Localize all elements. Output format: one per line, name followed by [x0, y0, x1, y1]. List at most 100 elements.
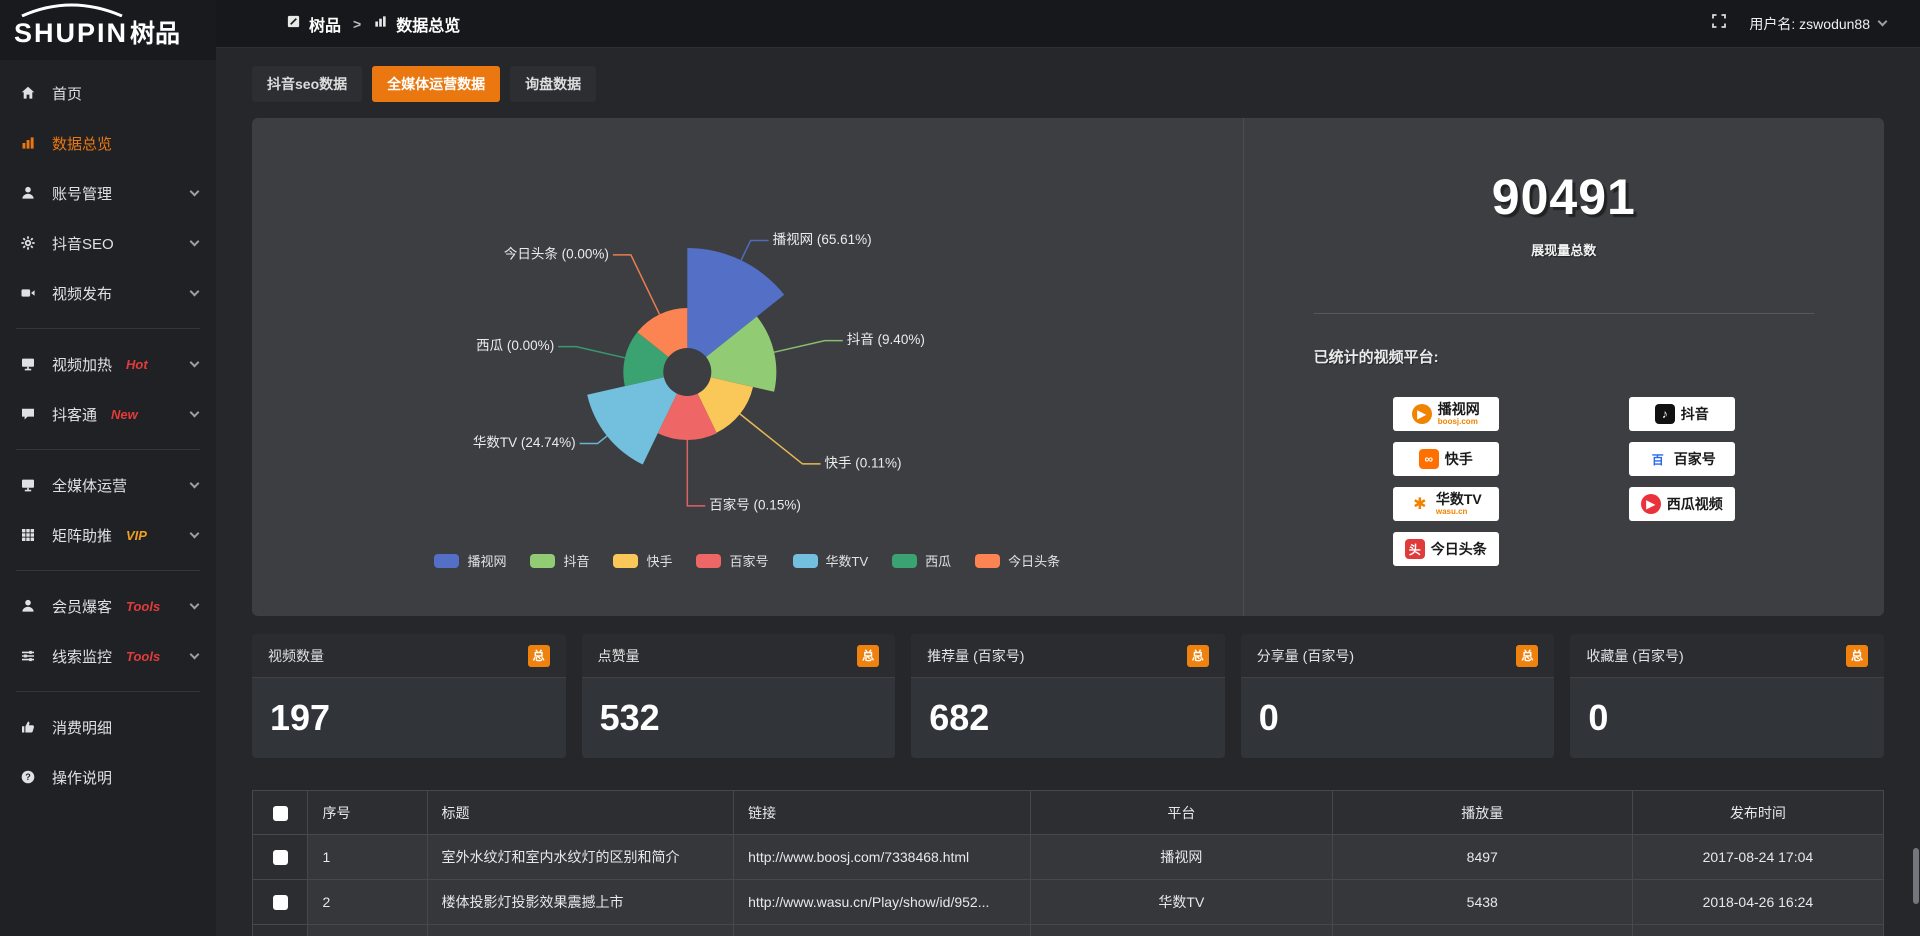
legend-swatch	[792, 553, 818, 568]
sidebar-item-account-manage[interactable]: 账号管理	[0, 168, 216, 218]
total-badge[interactable]: 总	[857, 644, 880, 667]
platform-badge-text: 百家号	[1673, 450, 1716, 467]
pie-slice-播视网[interactable]	[687, 248, 785, 357]
sidebar-item-lead-monitor[interactable]: 线索监控 Tools	[0, 631, 216, 681]
chevron-down-icon	[189, 407, 200, 417]
platform-badge-快手[interactable]: ∞ 快手	[1392, 442, 1499, 476]
pie-label-西瓜: 西瓜 (0.00%)	[476, 338, 554, 353]
pie-slice-华数TV[interactable]	[587, 377, 677, 465]
tab-omnimedia-data[interactable]: 全媒体运营数据	[372, 66, 501, 102]
breadcrumb-item-root[interactable]: 树品	[309, 17, 342, 35]
sidebar-item-data-overview[interactable]: 数据总览	[0, 118, 216, 168]
home-icon	[20, 85, 38, 101]
sidebar-item-consume-detail[interactable]: 消费明细	[0, 702, 216, 752]
chart-legend: 播视网 抖音 快手 百家号 华数TV 西瓜 今日头条	[252, 551, 1243, 570]
sidebar-item-home[interactable]: 首页	[0, 68, 216, 118]
select-all-checkbox[interactable]	[272, 805, 288, 821]
legend-item-百家号[interactable]: 百家号	[696, 551, 769, 570]
stat-card-5: 收藏量 (百家号) 总 0	[1570, 634, 1884, 758]
platform-badge-name: 播视网	[1437, 401, 1480, 418]
sidebar-divider	[16, 449, 200, 450]
cell-empty	[1631, 924, 1885, 936]
platform-badge-今日头条[interactable]: 头今日头条	[1392, 532, 1499, 566]
tab-inquiry-data[interactable]: 询盘数据	[510, 66, 597, 102]
chart-bars-icon	[373, 14, 388, 34]
username-label: 用户名: zswodun88	[1749, 15, 1870, 32]
chevron-down-icon	[189, 357, 200, 367]
sidebar-item-label: 抖客通	[52, 406, 98, 424]
legend-item-播视网[interactable]: 播视网	[434, 551, 506, 570]
sidebar-item-label: 视频发布	[52, 285, 113, 303]
pie-label-line-百家号	[686, 439, 706, 507]
legend-label: 华数TV	[825, 554, 869, 569]
app-logo[interactable]: SHUPIN树品	[0, 0, 216, 60]
chevron-down-icon	[189, 649, 200, 659]
sidebar-item-omni-media[interactable]: 全媒体运营	[0, 460, 216, 510]
pie-slice-快手[interactable]	[697, 377, 754, 433]
stat-card-header: 收藏量 (百家号) 总	[1570, 634, 1884, 678]
platform-badge-name: 百家号	[1673, 450, 1716, 467]
cell-plays: 8497	[1331, 834, 1633, 880]
scrollbar-thumb[interactable]	[1913, 848, 1919, 904]
legend-item-快手[interactable]: 快手	[613, 551, 672, 570]
gear-icon	[20, 235, 38, 251]
sidebar-item-tag: Hot	[126, 356, 148, 372]
platform-badge-抖音[interactable]: ♪ 抖音	[1628, 397, 1735, 431]
user-menu[interactable]: 用户名: zswodun88	[1749, 14, 1888, 34]
stat-card-4: 分享量 (百家号) 总 0	[1240, 634, 1555, 758]
rose-pie-svg[interactable]: 播视网 (65.61%) 抖音 (9.40%) 快手 (0.11%) 百家号 (0.1…	[252, 118, 1243, 616]
total-badge[interactable]: 总	[1846, 644, 1868, 667]
legend-item-华数TV[interactable]: 华数TV	[792, 551, 869, 570]
screen-icon	[20, 356, 38, 372]
pie-slice-西瓜[interactable]	[623, 332, 669, 387]
grid-icon	[20, 527, 38, 543]
platform-badge-西瓜视频[interactable]: ▶ 西瓜视频	[1628, 487, 1735, 521]
sidebar-item-video-heat[interactable]: 视频加热 Hot	[0, 339, 216, 389]
row-checkbox[interactable]	[272, 850, 288, 866]
pie-slice-百家号[interactable]	[657, 393, 717, 440]
legend-label: 抖音	[563, 554, 590, 569]
summary-divider	[1313, 313, 1814, 314]
platform-rose-chart: 播视网 (65.61%) 抖音 (9.40%) 快手 (0.11%) 百家号 (0.1…	[252, 118, 1243, 616]
sidebar-item-douyin-seo[interactable]: 抖音SEO	[0, 218, 216, 268]
cell-link[interactable]: http://www.wasu.cn/Play/show/id/952...	[733, 879, 1031, 925]
platform-badge-text: 华数TV wasu.cn	[1436, 492, 1482, 516]
platform-badge-text: 抖音	[1681, 406, 1709, 422]
pie-slice-抖音[interactable]	[706, 316, 777, 392]
total-badge[interactable]: 总	[1186, 644, 1209, 667]
total-badge[interactable]: 总	[527, 644, 550, 667]
legend-swatch	[975, 553, 1001, 568]
legend-item-西瓜[interactable]: 西瓜	[892, 551, 951, 570]
pie-label-播视网: 播视网 (65.61%)	[773, 232, 872, 247]
column-header-链接: 链接	[733, 790, 1031, 835]
platform-badge-百家号[interactable]: 百百家号	[1628, 442, 1735, 476]
stat-card-value: 532	[599, 697, 660, 738]
platform-badge-华数TV[interactable]: ✱ 华数TV wasu.cn	[1392, 487, 1499, 521]
fullscreen-icon[interactable]	[1711, 13, 1727, 34]
stat-card-value: 0	[1588, 697, 1609, 738]
content: 抖音seo数据 全媒体运营数据 询盘数据 播视网 (65.61%) 抖音 (9.40%…	[216, 48, 1920, 936]
stat-card-header: 点赞量 总	[581, 634, 896, 678]
pie-slice-今日头条[interactable]	[637, 308, 688, 357]
sidebar-item-matrix-boost[interactable]: 矩阵助推 VIP	[0, 510, 216, 560]
cell-link[interactable]: http://www.boosj.com/7338468.html	[733, 834, 1031, 880]
sidebar-item-operation-guide[interactable]: ? 操作说明	[0, 752, 216, 802]
cell-title[interactable]: 室外水纹灯和室内水纹灯的区别和简介	[426, 834, 735, 880]
sidebar-item-label: 线索监控	[52, 648, 113, 666]
cell-empty	[733, 924, 1031, 936]
platform-badge-播视网[interactable]: ▶ 播视网 boosj.com	[1392, 397, 1499, 431]
今日头条-logo-icon: 头	[1404, 539, 1425, 559]
sidebar-item-video-publish[interactable]: 视频发布	[0, 268, 216, 318]
cell-time: 2018-04-26 16:24	[1631, 879, 1885, 925]
sidebar-item-douketong[interactable]: 抖客通 New	[0, 389, 216, 439]
tab-douyin-seo-data[interactable]: 抖音seo数据	[252, 66, 363, 102]
legend-item-今日头条[interactable]: 今日头条	[975, 551, 1060, 570]
cell-title[interactable]: 楼体投影灯投影效果震撼上市	[426, 879, 735, 925]
row-checkbox[interactable]	[272, 895, 288, 911]
page-scrollbar[interactable]	[1912, 48, 1920, 936]
legend-item-抖音[interactable]: 抖音	[530, 551, 589, 570]
stat-card-title: 推荐量 (百家号)	[927, 647, 1025, 664]
legend-label: 快手	[646, 554, 673, 569]
total-badge[interactable]: 总	[1516, 644, 1539, 667]
sidebar-item-member-baoke[interactable]: 会员爆客 Tools	[0, 581, 216, 631]
